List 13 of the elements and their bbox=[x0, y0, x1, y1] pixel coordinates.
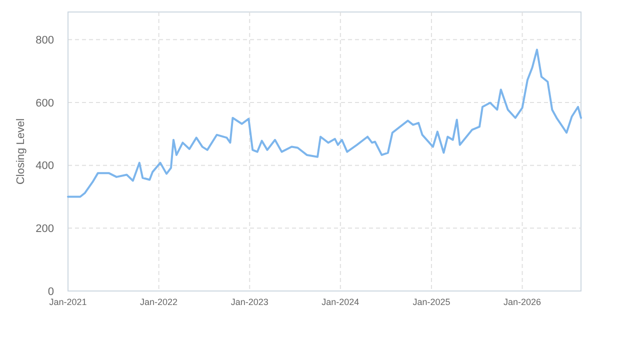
x-tick-label: Jan-2026 bbox=[504, 297, 542, 307]
x-tick-label: Jan-2021 bbox=[49, 297, 87, 307]
y-tick-label: 800 bbox=[36, 34, 54, 46]
y-axis-title: Closing Level bbox=[15, 118, 27, 185]
y-tick-label: 0 bbox=[48, 286, 54, 298]
x-tick-label: Jan-2022 bbox=[140, 297, 178, 307]
y-tick-label: 600 bbox=[36, 97, 54, 110]
y-tick-label: 400 bbox=[36, 160, 54, 172]
x-tick-label: Jan-2024 bbox=[322, 297, 360, 307]
x-tick-label: Jan-2023 bbox=[230, 297, 268, 307]
y-tick-label: 200 bbox=[36, 223, 54, 236]
line-series bbox=[67, 48, 582, 198]
x-tick-label: Jan-2025 bbox=[412, 297, 450, 307]
